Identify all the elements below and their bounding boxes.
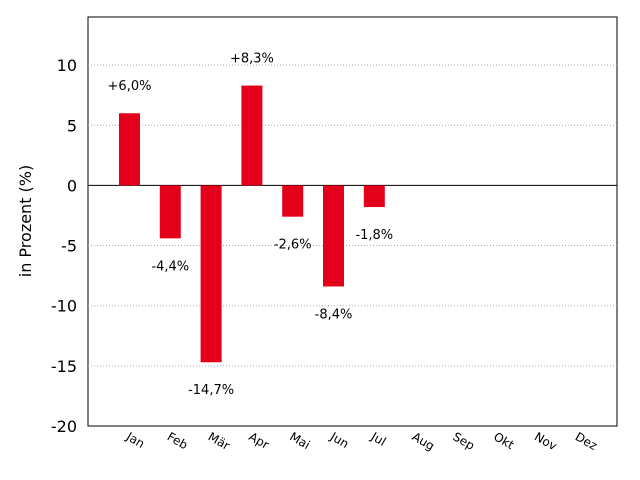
data-label: -2,6% (274, 238, 312, 253)
data-label: +6,0% (108, 79, 152, 94)
x-tick-label: Nov (532, 429, 559, 453)
data-label: -8,4% (315, 307, 353, 322)
y-axis-ticks: 10 5 0 -5 -10 -15 -20 (51, 56, 77, 436)
x-tick-label: Mär (206, 429, 233, 452)
y-tick-label: -5 (61, 237, 77, 256)
grid-lines (88, 64, 617, 367)
x-tick-label: Aug (410, 429, 437, 453)
y-tick-label: 0 (67, 176, 77, 195)
x-tick-label: Sep (450, 429, 477, 452)
y-axis-title: in Prozent (%) (16, 165, 35, 277)
y-tick-label: -15 (51, 357, 77, 376)
x-tick-label: Dez (573, 429, 600, 453)
y-tick-label: 10 (57, 56, 77, 75)
x-tick-label: Feb (165, 429, 190, 452)
y-tick-label: -10 (51, 297, 77, 316)
bar (323, 185, 344, 287)
x-axis-labels: Jan Feb Mär Apr Mai Jun Jul Aug Sep Okt Nov Dez (123, 429, 600, 453)
x-tick-label: Jan (123, 429, 147, 451)
bar (282, 185, 304, 217)
data-labels: +6,0% -4,4% -14,7% +8,3% -2,6% -8,4% -1,8% (108, 52, 394, 399)
data-label: -14,7% (188, 383, 234, 398)
bar (363, 185, 385, 208)
plot-frame (87, 16, 618, 427)
data-label: -4,4% (151, 259, 189, 274)
x-tick-label: Mai (287, 429, 312, 452)
x-tick-label: Jul (368, 429, 388, 449)
bar (159, 185, 181, 239)
bars (119, 85, 385, 363)
y-tick-label: 5 (67, 116, 77, 135)
bar (200, 185, 222, 363)
x-tick-label: Apr (246, 429, 271, 452)
bar (241, 85, 263, 186)
y-tick-label: -20 (51, 417, 77, 436)
data-label: -1,8% (355, 228, 393, 243)
bar (119, 113, 140, 186)
x-tick-label: Jun (327, 429, 351, 451)
data-label: +8,3% (230, 52, 274, 67)
x-tick-label: Okt (491, 429, 517, 452)
